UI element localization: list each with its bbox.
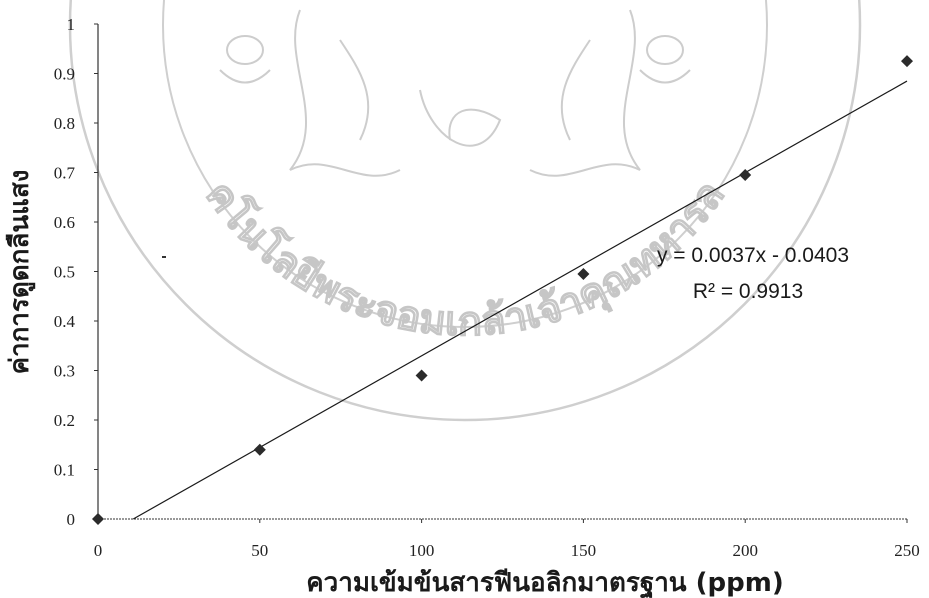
data-point — [415, 369, 428, 382]
x-tick-label: 150 — [571, 541, 597, 560]
y-tick-label: 0.1 — [54, 461, 75, 480]
x-axis-title: ความเข้มข้นสารฟีนอลิกมาตรฐาน (ppm) — [306, 568, 783, 598]
data-point — [577, 267, 590, 280]
x-tick-label: 250 — [894, 541, 920, 560]
y-axis-ticks: 0 0.1 0.2 0.3 0.4 0.5 0.6 0.7 0.8 0.9 1 — [54, 15, 98, 529]
y-tick-label: 0.6 — [54, 213, 75, 232]
x-tick-label: 50 — [251, 541, 268, 560]
y-tick-label: 0 — [67, 510, 76, 529]
x-tick-label: 100 — [409, 541, 435, 560]
trendline-equation: y = 0.0037x - 0.0403 — [657, 244, 849, 267]
watermark-seal: คโนโลยีพระจอมเกล้าเจ้าคุณทหารล — [68, 0, 862, 422]
watermark-arc-text: คโนโลยีพระจอมเกล้าเจ้าคุณทหารล — [196, 173, 733, 346]
stray-mark — [162, 256, 166, 258]
y-tick-label: 0.4 — [54, 312, 76, 331]
y-tick-label: 0.5 — [54, 263, 75, 282]
x-axis-ticks: 0 50 100 150 200 250 — [94, 519, 920, 560]
y-tick-label: 0.8 — [54, 114, 75, 133]
x-tick-label: 0 — [94, 541, 103, 560]
y-tick-label: 0.7 — [54, 164, 76, 183]
data-points — [92, 55, 913, 525]
r-squared-label: R² = 0.9913 — [693, 280, 803, 303]
data-point — [253, 443, 266, 456]
y-axis-title: ค่าการดูดกลืนแสง — [5, 170, 36, 375]
y-tick-label: 0.9 — [54, 65, 75, 84]
x-tick-label: 200 — [732, 541, 758, 560]
data-point — [92, 513, 104, 525]
y-tick-label: 1 — [67, 15, 76, 34]
data-point — [901, 55, 913, 68]
trendline — [132, 80, 908, 520]
y-tick-label: 0.2 — [54, 411, 75, 430]
watermark-emblem — [219, 9, 691, 177]
data-point — [739, 168, 752, 181]
y-tick-label: 0.3 — [54, 362, 75, 381]
